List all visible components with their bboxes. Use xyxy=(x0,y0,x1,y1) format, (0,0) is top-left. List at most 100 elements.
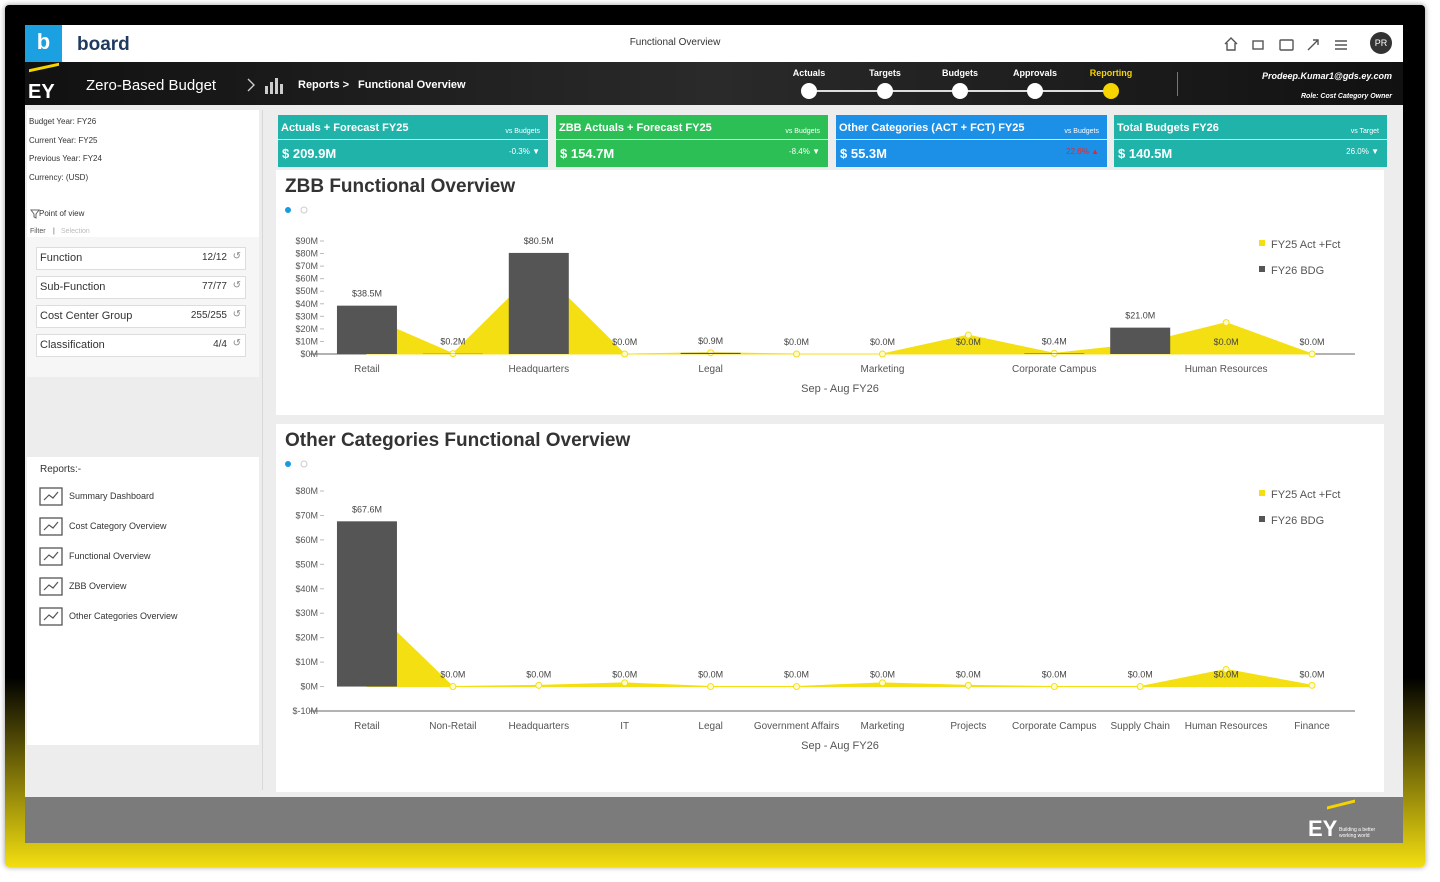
legend-label: FY25 Act +Fct xyxy=(1271,489,1340,501)
point xyxy=(707,349,715,357)
step-dot[interactable] xyxy=(877,83,893,99)
step-dot[interactable] xyxy=(801,83,817,99)
icon-frame xyxy=(39,607,63,626)
selection-label[interactable]: Selection xyxy=(61,228,90,235)
kpi-card[interactable]: Actuals + Forecast FY25 vs Budgets $ 209.9… xyxy=(278,115,548,167)
icon-glyph xyxy=(43,581,59,591)
logo-icon[interactable]: b xyxy=(25,25,62,62)
point xyxy=(1308,350,1316,358)
reset-icon[interactable]: ↺ xyxy=(232,338,241,349)
page-dot xyxy=(300,460,308,468)
menu-icon[interactable] xyxy=(1335,40,1347,50)
step-label[interactable]: Budgets xyxy=(942,68,978,78)
y-tick-label: $10M xyxy=(295,657,318,667)
nav-bar: EY Zero-Based Budget Reports > Functiona… xyxy=(25,62,1403,105)
report-icon[interactable] xyxy=(39,547,63,567)
legend-swatch xyxy=(1259,516,1265,522)
point xyxy=(1222,319,1230,327)
report-icon[interactable] xyxy=(39,577,63,597)
avatar[interactable]: PR xyxy=(1370,32,1392,54)
card-icon[interactable] xyxy=(1279,39,1294,51)
filter-row[interactable]: Sub-Function 77/77 ↺ xyxy=(36,276,246,299)
chart-title: ZBB Functional Overview xyxy=(285,176,515,197)
step-label[interactable]: Approvals xyxy=(1012,68,1057,78)
y-tick-label: $40M xyxy=(295,299,318,309)
kpi-change: 26.0% ▼ xyxy=(1346,147,1379,156)
ey-brand: EY xyxy=(28,81,55,103)
value-label: $0.0M xyxy=(956,670,981,680)
kpi-card[interactable]: Total Budgets FY26 vs Target $ 140.5M 26.0%… xyxy=(1114,115,1387,167)
filter-count: 255/255 xyxy=(190,310,227,321)
report-link[interactable]: ZBB Overview xyxy=(69,581,127,591)
filter-row[interactable]: Cost Center Group 255/255 ↺ xyxy=(36,305,246,328)
chart: Other Categories Functional Overview $-10… xyxy=(285,430,1355,752)
kpi-card[interactable]: ZBB Actuals + Forecast FY25 vs Budgets $ 1… xyxy=(556,115,828,167)
point xyxy=(1136,683,1144,691)
y-tick-label: $20M xyxy=(295,324,318,334)
app-name: Zero-Based Budget xyxy=(86,77,217,94)
filter-count: 12/12 xyxy=(201,252,227,263)
y-tick-label: $0M xyxy=(300,682,318,692)
y-tick-label: $30M xyxy=(295,608,318,618)
kpi-compare: vs Budgets xyxy=(505,128,540,135)
kpi-title: ZBB Actuals + Forecast FY25 xyxy=(559,122,712,134)
point xyxy=(793,350,801,358)
info-row: Previous Year: FY24 xyxy=(29,154,102,164)
report-icon[interactable] xyxy=(39,607,63,627)
report-icon[interactable] xyxy=(39,517,63,537)
point xyxy=(449,350,457,358)
home-icon[interactable] xyxy=(1224,37,1238,51)
bar xyxy=(1110,327,1171,354)
filter-row[interactable]: Function 12/12 ↺ xyxy=(36,247,246,270)
step-dot[interactable] xyxy=(952,83,968,99)
point xyxy=(1050,683,1058,691)
filter-row[interactable]: Classification 4/4 ↺ xyxy=(36,334,246,357)
point xyxy=(621,350,629,358)
filter-count: 77/77 xyxy=(201,281,227,292)
footer-beam xyxy=(1327,799,1355,810)
y-tick-label: $0M xyxy=(300,349,318,359)
step-label[interactable]: Targets xyxy=(869,68,901,78)
value-label: $38.5M xyxy=(352,289,382,299)
y-tick-label: $70M xyxy=(295,261,318,271)
x-tick-label: Government Affairs xyxy=(754,721,839,732)
report-link[interactable]: Summary Dashboard xyxy=(69,491,155,501)
kpi-change: -0.3% ▼ xyxy=(508,147,540,156)
y-tick-label: $80M xyxy=(295,486,318,496)
step-dot[interactable] xyxy=(1103,83,1119,99)
x-tick-label: Marketing xyxy=(861,364,905,375)
point xyxy=(878,350,886,358)
reset-icon[interactable]: ↺ xyxy=(232,309,241,320)
report-icon[interactable] xyxy=(39,487,63,507)
reset-icon[interactable]: ↺ xyxy=(232,251,241,262)
expand-icon[interactable] xyxy=(1307,39,1319,51)
filter-label[interactable]: Filter xyxy=(30,228,46,235)
legend-swatch xyxy=(1259,240,1265,246)
value-label: $0.4M xyxy=(1042,336,1067,346)
legend-swatch xyxy=(1259,490,1265,496)
point xyxy=(793,683,801,691)
kpi-card[interactable]: Other Categories (ACT + FCT) FY25 vs Budg… xyxy=(836,115,1107,167)
value-label: $0.0M xyxy=(698,670,723,680)
user-email: Prodeep.Kumar1@gds.ey.com xyxy=(1262,71,1392,81)
kpi-title: Actuals + Forecast FY25 xyxy=(281,122,409,134)
breadcrumb-reports[interactable]: Reports > xyxy=(298,79,350,91)
top-bar: b board Functional Overview PR xyxy=(25,25,1403,62)
step-label[interactable]: Actuals xyxy=(792,68,826,78)
point xyxy=(1222,665,1230,673)
y-tick-label: $20M xyxy=(295,633,318,643)
legend-swatch xyxy=(1259,266,1265,272)
report-link[interactable]: Cost Category Overview xyxy=(69,521,167,531)
step-dot[interactable] xyxy=(1027,83,1043,99)
report-link[interactable]: Functional Overview xyxy=(69,551,151,561)
step-label[interactable]: Reporting xyxy=(1089,68,1133,78)
chart-panel xyxy=(276,170,1384,415)
reset-icon[interactable]: ↺ xyxy=(232,280,241,291)
kpi-value: $ 140.5M xyxy=(1118,146,1173,161)
value-label: $0.0M xyxy=(1300,670,1325,680)
info-row: Budget Year: FY26 xyxy=(29,117,97,126)
report-link[interactable]: Other Categories Overview xyxy=(69,611,178,621)
print-icon[interactable] xyxy=(1252,40,1264,50)
value-label: $21.0M xyxy=(1125,311,1155,321)
x-tick-label: Non-Retail xyxy=(429,721,476,732)
